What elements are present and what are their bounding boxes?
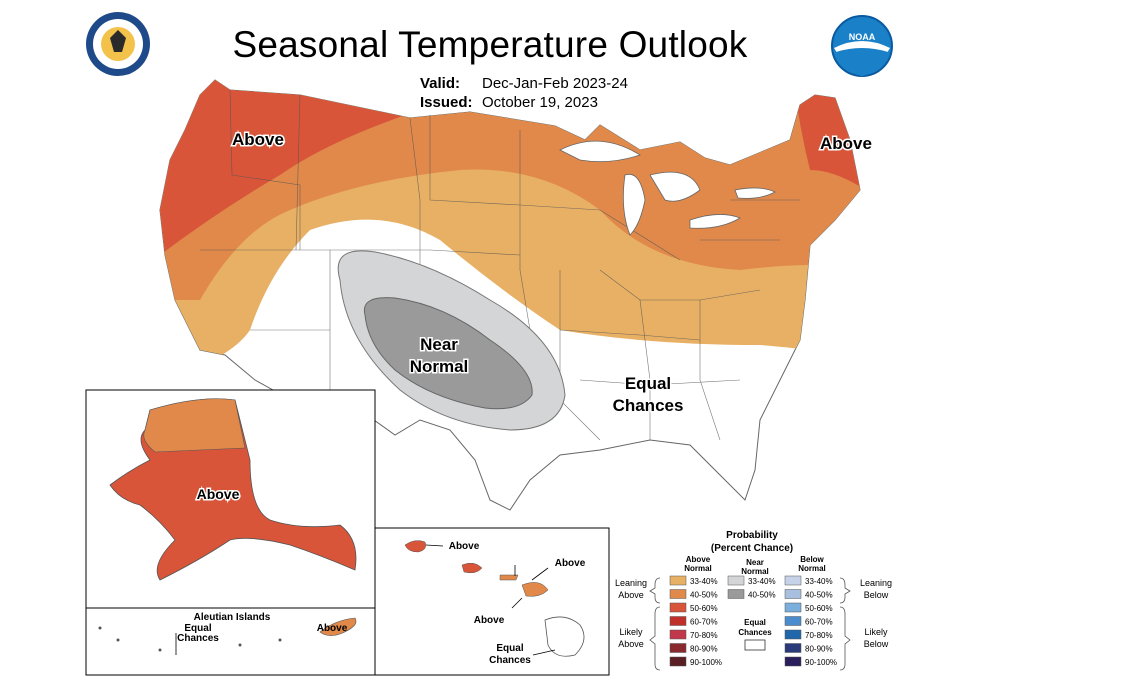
- legend-col-below-2: Normal: [798, 564, 826, 573]
- legend-near-range-label: 40-50%: [748, 591, 776, 600]
- aleutian-equal-label-1: Equal: [184, 623, 211, 634]
- legend-above-swatch: [669, 656, 687, 667]
- legend-col-above-1: Above: [686, 555, 711, 564]
- noaa-logo-icon: NOAA: [831, 15, 893, 77]
- legend-above-swatch: [669, 616, 687, 626]
- likely-below-1: Likely: [864, 627, 888, 637]
- legend-equal-swatch: [744, 639, 766, 651]
- legend-near-range-label: 33-40%: [748, 577, 776, 586]
- legend-below-swatch: [784, 629, 802, 640]
- legend-equal-1: Equal: [744, 618, 766, 627]
- alaska-above-label: Above: [197, 486, 240, 502]
- equal-chances-label-1: Equal: [625, 374, 671, 393]
- legend-above-swatch: [669, 575, 687, 586]
- legend-below-swatch: [784, 575, 802, 586]
- state-borders: [200, 89, 800, 441]
- leaning-above-1: Leaning: [615, 578, 647, 588]
- valid-label: Valid:: [420, 75, 461, 92]
- legend-title-1: Probability: [726, 530, 778, 541]
- issued-label: Issued:: [420, 94, 473, 111]
- hawaii-equal-label-2: Chances: [489, 655, 531, 666]
- legend-col-near-2: Normal: [741, 567, 769, 576]
- legend-above-range-label: 60-70%: [690, 618, 718, 627]
- legend-above-range-label: 70-80%: [690, 631, 718, 640]
- issued-value: October 19, 2023: [482, 94, 598, 111]
- legend-above-swatch: [669, 629, 687, 640]
- legend-col-near-1: Near: [746, 558, 764, 567]
- likely-below-2: Below: [864, 639, 889, 649]
- legend-below-range-label: 80-90%: [805, 645, 833, 654]
- page-title: Seasonal Temperature Outlook: [232, 24, 748, 65]
- legend-above-swatch: [669, 643, 687, 653]
- legend-above-column: 33-40% 40-50% 50-60% 60-70% 70-80% 80-90% 90-1…: [669, 575, 722, 667]
- alaska-above-40-50-region: [143, 398, 246, 453]
- hawaii-inset: Above Above Above Equal Chances: [374, 527, 610, 676]
- legend-below-range-label: 70-80%: [805, 631, 833, 640]
- legend-below-swatch: [784, 589, 802, 599]
- legend-above-range-label: 40-50%: [690, 591, 718, 600]
- hawaii-above-label-1: Above: [449, 541, 480, 552]
- legend-below-range-label: 40-50%: [805, 591, 833, 600]
- northeast-above-label: Above: [820, 134, 872, 153]
- legend-col-below-1: Below: [800, 555, 824, 564]
- commerce-seal-icon: [86, 12, 150, 76]
- legend-equal-2: Chances: [738, 628, 772, 637]
- legend-below-swatch: [784, 602, 802, 613]
- legend-col-above-2: Normal: [684, 564, 712, 573]
- aleutian-above-label: Above: [317, 623, 348, 634]
- leaning-below-2: Below: [864, 590, 889, 600]
- legend-below-range-label: 50-60%: [805, 604, 833, 613]
- legend-below-range-label: 90-100%: [805, 658, 837, 667]
- aleutian-inset: Aleutian Islands Equal Chances Above: [85, 607, 376, 676]
- hawaii-above-label-3: Above: [474, 615, 505, 626]
- legend-below-swatch: [784, 643, 802, 653]
- near-normal-label-2: Normal: [410, 357, 469, 376]
- great-lakes: [559, 140, 776, 236]
- likely-above-2: Above: [618, 639, 644, 649]
- legend-near-swatch: [727, 575, 745, 586]
- aleutian-title: Aleutian Islands: [194, 612, 271, 623]
- alaska-inset: Above: [85, 389, 376, 609]
- legend-below-swatch: [784, 656, 802, 667]
- legend-above-range-label: 90-100%: [690, 658, 722, 667]
- valid-line: Valid: Dec-Jan-Feb 2023-24: [420, 75, 628, 92]
- legend-above-swatch: [669, 602, 687, 613]
- aleutian-equal-label-2: Chances: [177, 633, 219, 644]
- legend-above-range-label: 50-60%: [690, 604, 718, 613]
- noaa-logo-text: NOAA: [849, 32, 876, 42]
- likely-above-1: Likely: [619, 627, 643, 637]
- legend-above-range-label: 33-40%: [690, 577, 718, 586]
- equal-chances-label-2: Chances: [613, 396, 684, 415]
- legend-below-swatch: [784, 616, 802, 626]
- legend-above-range-label: 80-90%: [690, 645, 718, 654]
- hawaii-equal-label-1: Equal: [496, 643, 523, 654]
- legend-below-column: 33-40% 40-50% 50-60% 60-70% 70-80% 80-90% 90-1…: [784, 575, 837, 667]
- above-50-60-northwest-region: [160, 80, 420, 255]
- leaning-below-1: Leaning: [860, 578, 892, 588]
- legend-below-range-label: 60-70%: [805, 618, 833, 627]
- hawaii-above-label-2: Above: [555, 558, 586, 569]
- legend-below-range-label: 33-40%: [805, 577, 833, 586]
- legend-title-2: (Percent Chance): [711, 543, 793, 554]
- issued-line: Issued: October 19, 2023: [420, 94, 598, 111]
- legend-above-swatch: [669, 589, 687, 599]
- valid-value: Dec-Jan-Feb 2023-24: [482, 75, 628, 92]
- legend: Probability (Percent Chance) Above Norma…: [615, 530, 892, 671]
- near-normal-40-50-region: [363, 297, 533, 410]
- legend-near-swatch: [727, 589, 745, 599]
- leaning-above-2: Above: [618, 590, 644, 600]
- near-normal-label-1: Near: [420, 335, 458, 354]
- west-above-label: Above: [232, 130, 284, 149]
- legend-near-column: 33-40% 40-50%: [727, 575, 776, 600]
